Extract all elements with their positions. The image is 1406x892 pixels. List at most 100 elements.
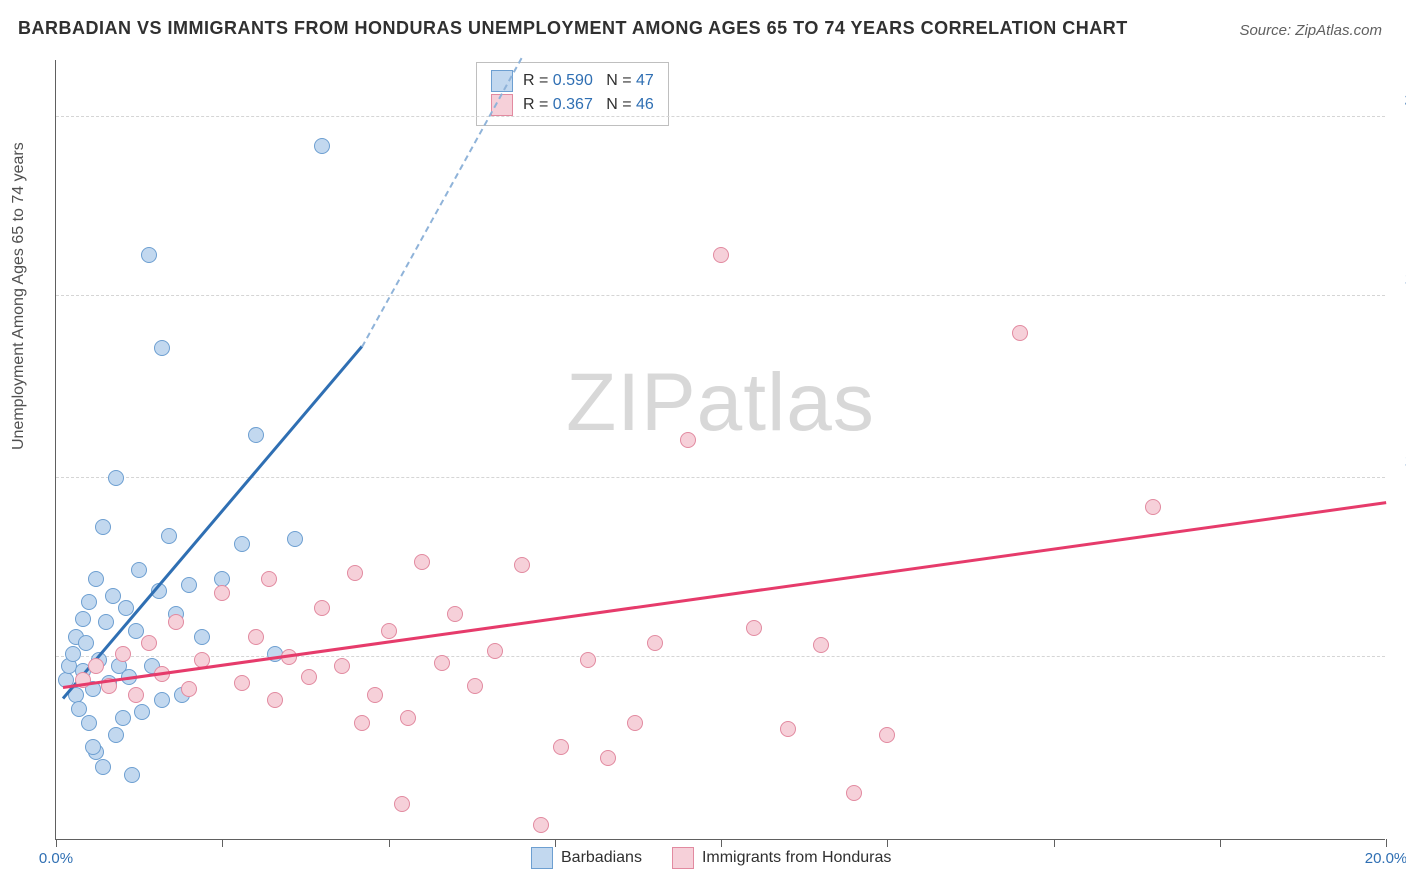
data-point [168,614,184,630]
data-point [1145,499,1161,515]
data-point [487,643,503,659]
data-point [115,646,131,662]
data-point [879,727,895,743]
data-point [261,571,277,587]
watermark-text-b: atlas [697,357,875,448]
data-point [214,585,230,601]
data-point [65,646,81,662]
data-point [108,470,124,486]
data-point [846,785,862,801]
data-point [81,715,97,731]
data-point [467,678,483,694]
data-point [88,571,104,587]
data-point [234,536,250,552]
data-point [434,655,450,671]
y-axis-label: Unemployment Among Ages 65 to 74 years [10,142,28,450]
data-point [813,637,829,653]
x-tick [887,839,888,847]
data-point [248,629,264,645]
data-point [131,562,147,578]
legend-swatch [531,847,553,869]
data-point [267,692,283,708]
gridline [56,116,1385,117]
data-point [134,704,150,720]
data-point [381,623,397,639]
data-point [128,623,144,639]
x-tick [389,839,390,847]
data-point [533,817,549,833]
data-point [394,796,410,812]
data-point [124,767,140,783]
data-point [367,687,383,703]
data-point [128,687,144,703]
data-point [414,554,430,570]
data-point [88,658,104,674]
series-legend: Barbadians Immigrants from Honduras [531,847,891,869]
stats-row: R = 0.367 N = 46 [491,93,654,117]
source-attribution: Source: ZipAtlas.com [1239,22,1382,39]
x-tick [56,839,57,847]
data-point [81,594,97,610]
data-point [780,721,796,737]
data-point [105,588,121,604]
x-tick [1386,839,1387,847]
data-point [647,635,663,651]
data-point [194,629,210,645]
data-point [301,669,317,685]
data-point [514,557,530,573]
legend-label: Immigrants from Honduras [702,849,891,867]
data-point [553,739,569,755]
watermark: ZIPatlas [566,356,875,450]
x-tick-label: 20.0% [1365,850,1406,867]
data-point [181,577,197,593]
data-point [580,652,596,668]
legend-label: Barbadians [561,849,642,867]
y-tick-label: 12.5% [1391,452,1406,469]
data-point [95,759,111,775]
stats-text: R = 0.590 N = 47 [523,69,654,93]
chart-title: BARBADIAN VS IMMIGRANTS FROM HONDURAS UN… [18,18,1128,39]
x-tick [1054,839,1055,847]
data-point [314,600,330,616]
data-point [234,675,250,691]
gridline [56,656,1385,657]
data-point [627,715,643,731]
data-point [141,247,157,263]
x-tick-label: 0.0% [39,850,73,867]
x-tick [1220,839,1221,847]
y-tick-label: 25.0% [1391,91,1406,108]
gridline [56,477,1385,478]
trend-line-dashed [361,58,522,348]
data-point [71,701,87,717]
stats-row: R = 0.590 N = 47 [491,69,654,93]
data-point [713,247,729,263]
data-point [334,658,350,674]
data-point [161,528,177,544]
data-point [108,727,124,743]
watermark-text-a: ZIP [566,357,697,448]
data-point [746,620,762,636]
trend-line [62,501,1386,689]
data-point [600,750,616,766]
data-point [248,427,264,443]
data-point [181,681,197,697]
data-point [680,432,696,448]
legend-swatch [672,847,694,869]
scatter-plot-area: ZIPatlas R = 0.590 N = 47R = 0.367 N = 4… [55,60,1385,840]
legend-item: Barbadians [531,847,642,869]
data-point [95,519,111,535]
data-point [400,710,416,726]
data-point [78,635,94,651]
data-point [447,606,463,622]
data-point [115,710,131,726]
data-point [314,138,330,154]
data-point [98,614,114,630]
data-point [1012,325,1028,341]
y-tick-label: 6.3% [1391,632,1406,649]
data-point [154,692,170,708]
x-tick [555,839,556,847]
x-tick [721,839,722,847]
data-point [354,715,370,731]
gridline [56,295,1385,296]
x-tick [222,839,223,847]
